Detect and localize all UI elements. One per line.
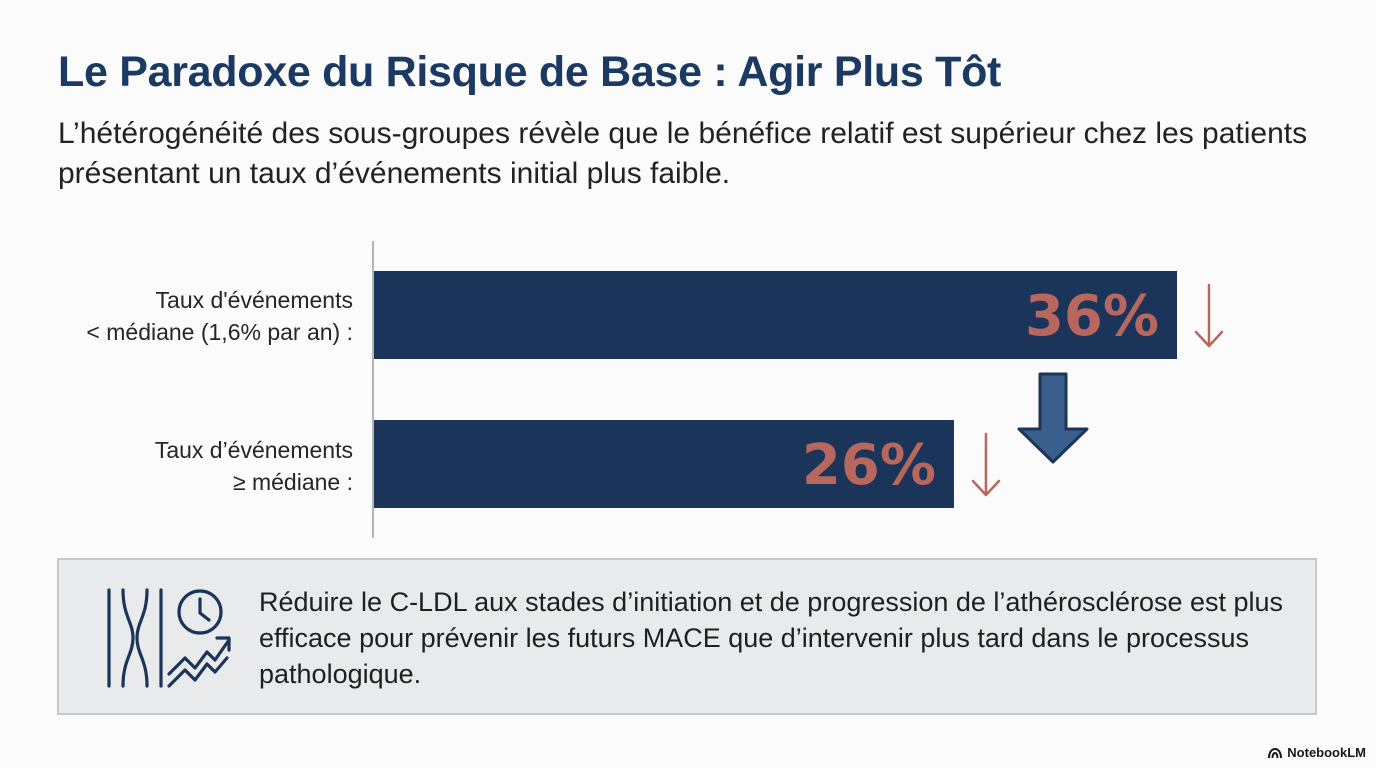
reduction-arrow-icon [1194,283,1224,348]
reduction-arrow-icon [971,432,1001,497]
bar-chart-svg: 36% 26% [372,241,1224,538]
value-label-0: 36% [1025,284,1159,349]
brand-mark: NotebookLM [1267,745,1366,760]
bar-chart: 36% 26% Taux d'événements < médiane (1,6%… [0,238,1376,543]
category-label-line: ≥ médiane : [232,469,353,495]
key-message-callout: Réduire le C-LDL aux stades d’initiation… [57,558,1317,715]
transition-down-arrow-icon [1017,372,1089,464]
atherosclerosis-timeline-icon [107,588,231,688]
bar-0 [374,271,1177,359]
category-label-line: Taux d’événements [154,437,353,463]
category-label-line: Taux d'événements [155,287,353,313]
page-subtitle: L’hétérogénéité des sous-groupes révèle … [58,117,1308,190]
bar-1 [374,420,954,508]
category-label-line: < médiane (1,6% par an) : [86,319,353,345]
category-label-high-risk: Taux d’événements ≥ médiane : [155,434,353,498]
brand-label: NotebookLM [1287,745,1366,760]
callout-text: Réduire le C-LDL aux stades d’initiation… [259,587,1284,689]
page-title: Le Paradoxe du Risque de Base : Agir Plu… [58,48,1002,96]
value-label-1: 26% [802,433,936,498]
notebooklm-logo-icon [1268,747,1283,758]
category-label-low-risk: Taux d'événements < médiane (1,6% par an… [86,284,353,348]
